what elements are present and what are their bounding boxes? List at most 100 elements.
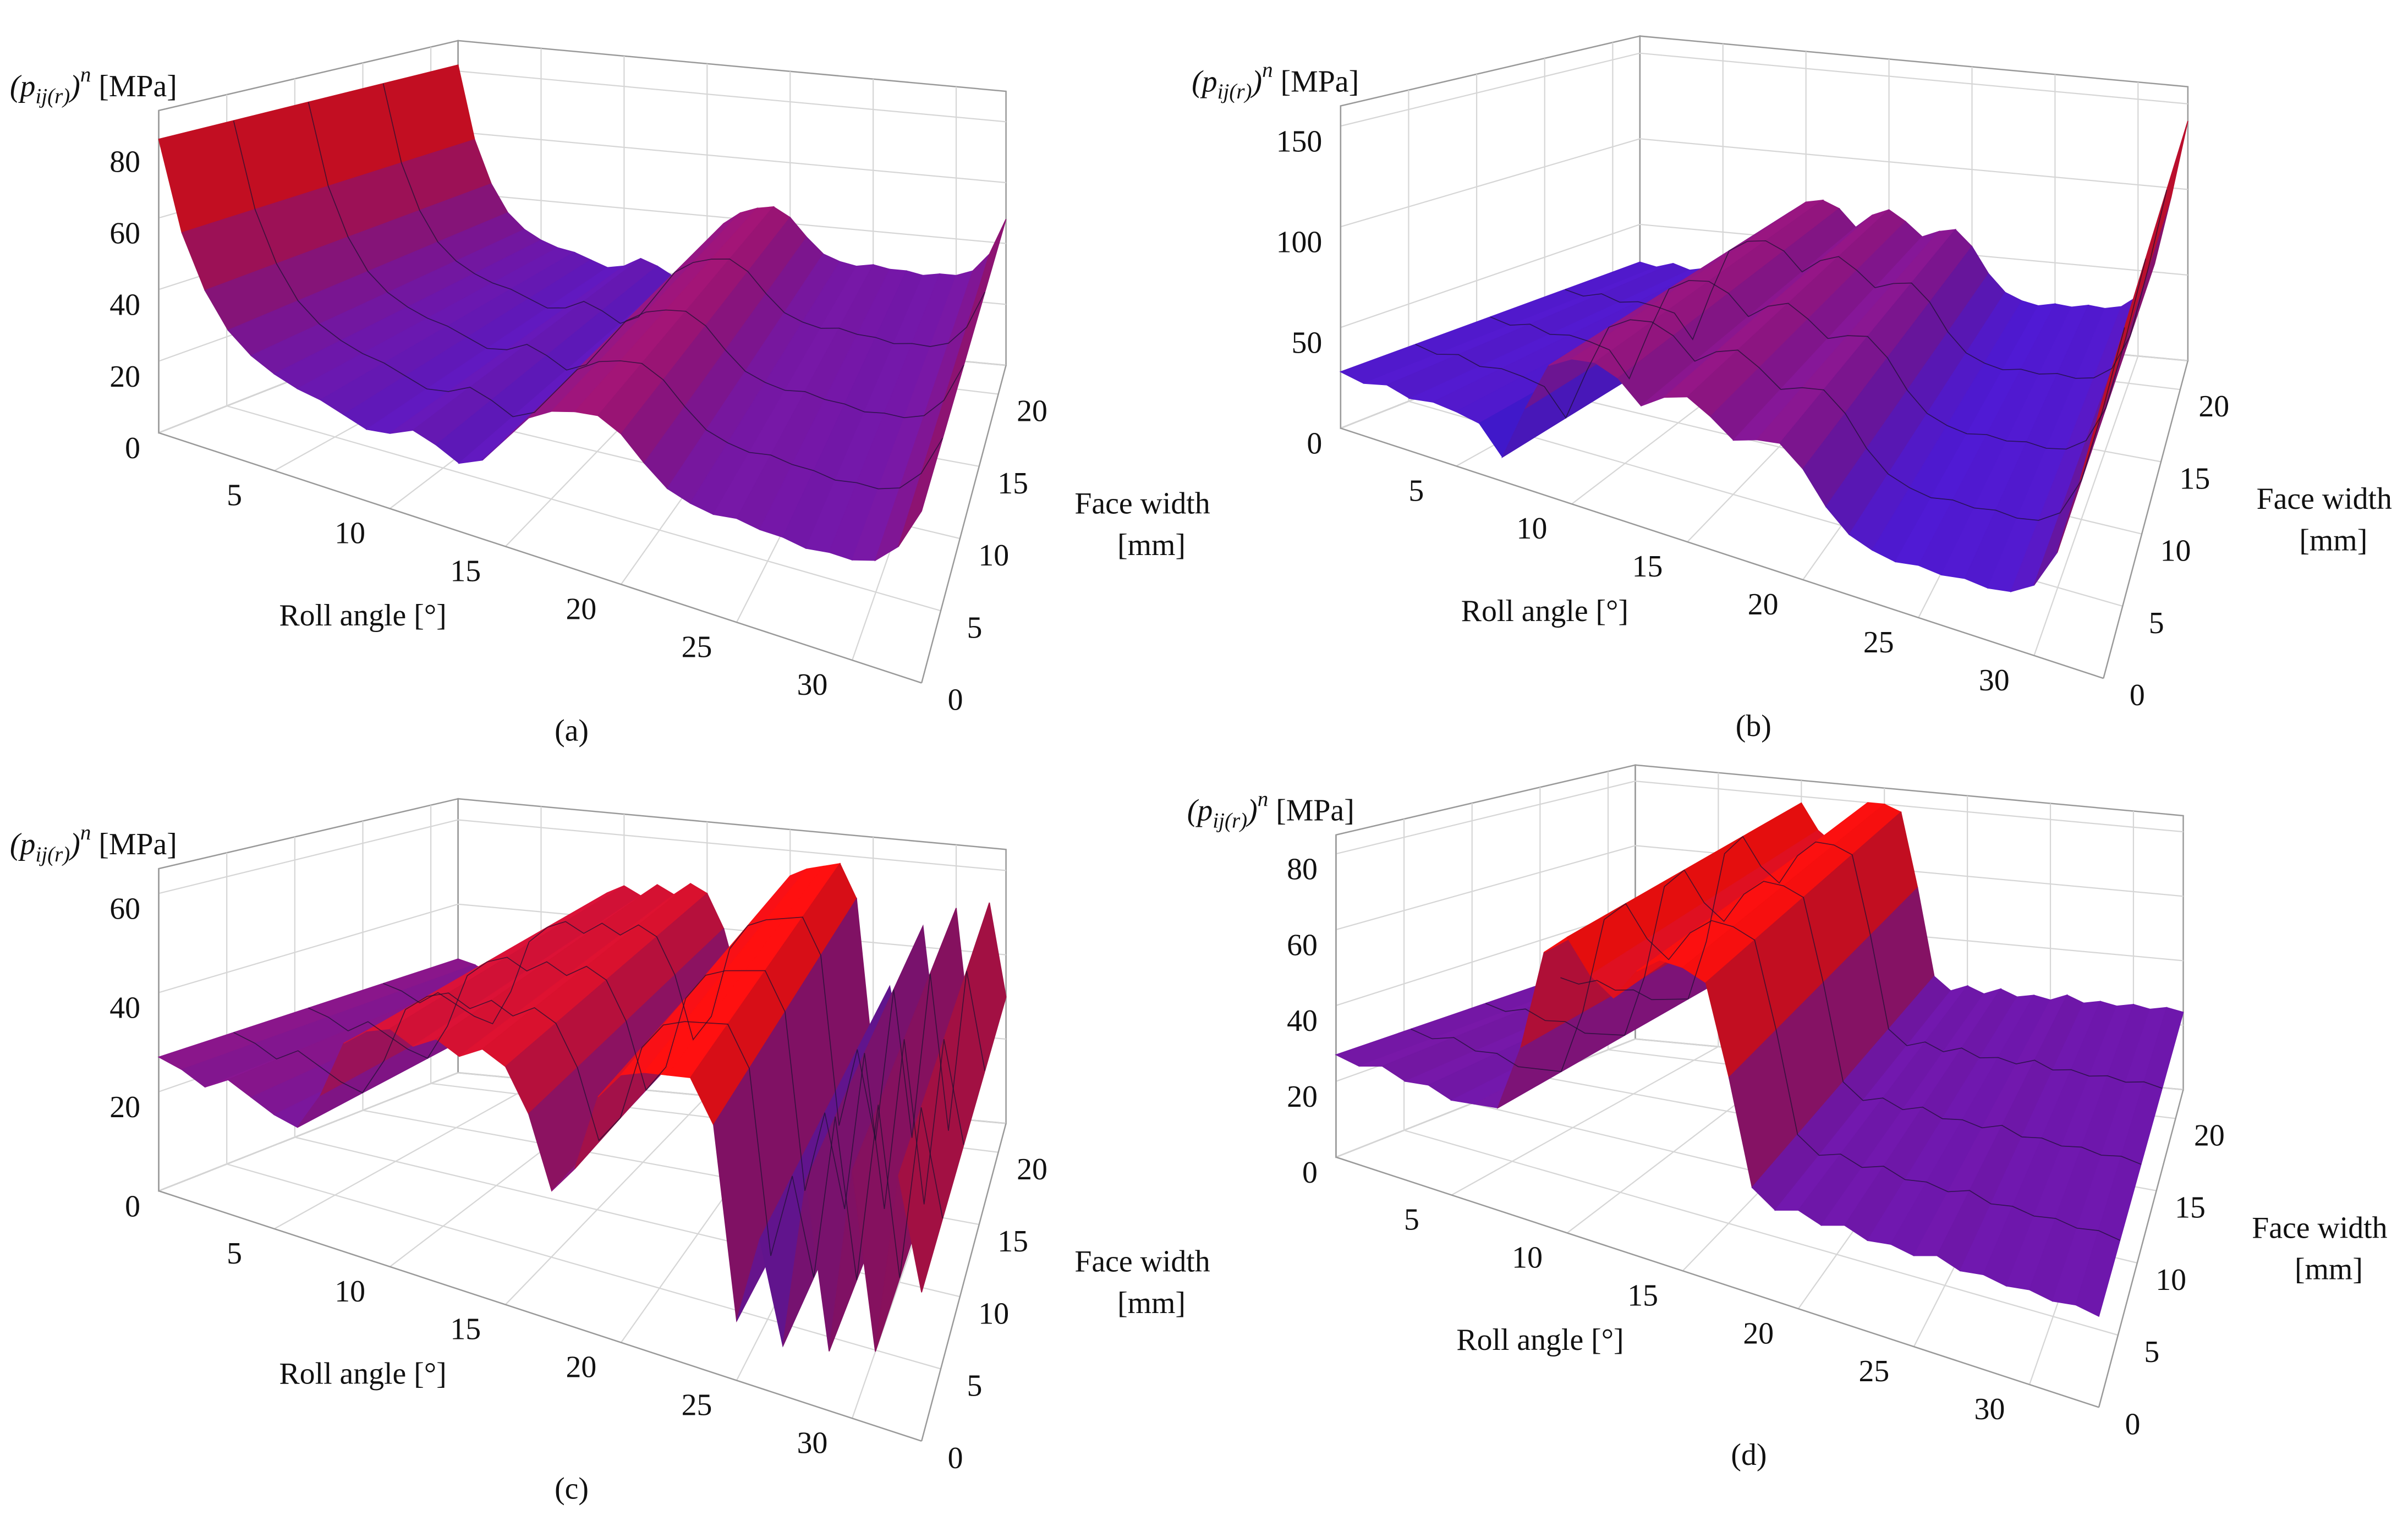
x-tick-label: 10 [1512, 1240, 1543, 1275]
z-axis-label-part: (p [10, 69, 35, 103]
y-tick-label: 20 [1017, 394, 1047, 429]
grid-line [158, 1072, 458, 1192]
grid-line [458, 819, 1006, 871]
y-axis-label: [mm] [1117, 528, 1186, 562]
y-axis-label: [mm] [2295, 1253, 2363, 1287]
mesh-line [308, 957, 964, 1210]
z-axis-label-part: ) [68, 69, 80, 103]
x-tick-label: 20 [566, 592, 596, 626]
y-tick-label: 10 [2155, 1263, 2186, 1297]
z-axis-label-part: n [1262, 58, 1273, 82]
mesh-line [233, 992, 944, 1281]
y-tick-label: 10 [978, 1297, 1009, 1331]
mesh-line [1560, 836, 2163, 1089]
grid-line [1336, 845, 1636, 931]
z-tick-label: 60 [1287, 928, 1318, 962]
z-tick-label: 0 [1307, 427, 1322, 461]
y-tick-label: 5 [967, 1369, 982, 1403]
panel: 5 10 15 20 25 30 0 5 10 15 20 0 50 100 150 (pij(r))n [M… [1192, 35, 2392, 743]
z-axis-label-part: (p [1192, 64, 1217, 98]
axis-line [2098, 1089, 2184, 1408]
axis-line [1336, 1156, 2099, 1408]
x-axis-label: Roll angle [°] [279, 598, 446, 633]
z-axis-label-part: (p [1187, 793, 1213, 827]
z-tick-label: 50 [1292, 326, 1323, 360]
mesh-line [383, 916, 986, 1141]
y-axis-label: Face width [1074, 486, 1210, 520]
mesh-line [1415, 319, 2125, 521]
grid-line [274, 1080, 542, 1229]
y-axis-label: Face width [2257, 482, 2392, 516]
surface-strip [898, 219, 1007, 547]
axis-line [1340, 427, 2104, 679]
panel-label: (b) [1736, 709, 1771, 743]
panel: 5 10 15 20 25 30 0 5 10 15 20 0 20 40 60 80 (pij(r))n [M… [10, 40, 1210, 748]
grid-line [1403, 1129, 2119, 1336]
z-axis-label-part: [MPa] [1268, 793, 1354, 827]
x-tick-label: 25 [682, 630, 712, 664]
y-tick-label: 0 [2125, 1407, 2140, 1441]
y-tick-label: 10 [2160, 534, 2191, 568]
y-tick-label: 20 [1017, 1152, 1047, 1187]
y-tick-label: 15 [997, 1224, 1028, 1259]
z-tick-label: 40 [109, 288, 140, 322]
z-tick-label: 0 [125, 1189, 140, 1223]
x-tick-label: 30 [1979, 663, 2010, 697]
x-tick-label: 20 [1743, 1316, 1774, 1350]
y-tick-label: 0 [2130, 678, 2145, 712]
panel-label: (c) [555, 1472, 589, 1506]
x-tick-label: 30 [1974, 1392, 2005, 1426]
y-tick-label: 0 [948, 683, 963, 717]
grid-line [1336, 909, 1636, 1006]
x-axis-label: Roll angle [°] [1456, 1323, 1623, 1357]
z-axis-label-part: n [80, 63, 91, 86]
x-tick-label: 5 [1404, 1203, 1419, 1237]
z-axis-label-part: [MPa] [91, 827, 177, 861]
x-tick-label: 15 [450, 1312, 481, 1347]
mesh-line [308, 102, 964, 419]
z-axis-label-part: [MPa] [91, 69, 177, 103]
z-axis-label-part: n [1258, 787, 1269, 811]
grid-line [226, 405, 941, 612]
mesh-line [1565, 189, 2168, 379]
z-tick-label: 80 [109, 145, 140, 179]
z-tick-label: 20 [109, 360, 140, 394]
panel: 5 10 15 20 25 30 0 5 10 15 20 0 20 40 60 (pij(r))n [MPa… [10, 798, 1210, 1506]
grid-line [1451, 1046, 1719, 1196]
x-tick-label: 25 [682, 1388, 712, 1422]
x-tick-label: 25 [1863, 625, 1894, 660]
mesh-line [1485, 869, 2142, 1165]
panel: 5 10 15 20 25 30 0 5 10 15 20 0 20 40 60 80 (pij(r))n [M… [1187, 764, 2388, 1472]
y-tick-label: 5 [2144, 1335, 2159, 1369]
y-tick-label: 0 [948, 1441, 963, 1475]
y-tick-label: 20 [2198, 389, 2229, 424]
z-axis-label-part: ) [68, 827, 80, 861]
y-tick-label: 20 [2194, 1118, 2225, 1152]
grid-line [1340, 138, 1641, 228]
y-tick-label: 15 [2175, 1191, 2206, 1225]
x-axis-label: Roll angle [°] [1461, 594, 1628, 628]
z-axis-label: (pij(r))n [MPa] [1187, 787, 1354, 832]
x-tick-label: 10 [334, 517, 365, 551]
z-tick-label: 60 [109, 892, 140, 926]
z-axis-label-part: (p [10, 827, 35, 861]
z-axis-label-part: ) [1246, 793, 1258, 827]
axis-line [158, 432, 922, 684]
z-tick-label: 40 [1287, 1004, 1318, 1038]
grid-line [1336, 780, 1636, 855]
z-axis-label-part: ij(r) [35, 85, 70, 108]
z-axis-label: (pij(r))n [MPa] [10, 821, 177, 866]
y-axis-label: [mm] [1117, 1286, 1186, 1320]
z-tick-label: 40 [109, 991, 140, 1025]
surface-strip [2080, 120, 2188, 480]
y-tick-label: 10 [978, 539, 1009, 573]
panel-label: (a) [555, 713, 589, 748]
panel-label: (d) [1731, 1438, 1767, 1472]
grid-line [1340, 52, 1641, 127]
mesh-line [1411, 903, 2120, 1241]
z-axis-label-part: [MPa] [1273, 64, 1359, 98]
y-tick-label: 15 [2180, 462, 2210, 496]
grid-line [158, 903, 458, 993]
axis-line [158, 1190, 922, 1442]
